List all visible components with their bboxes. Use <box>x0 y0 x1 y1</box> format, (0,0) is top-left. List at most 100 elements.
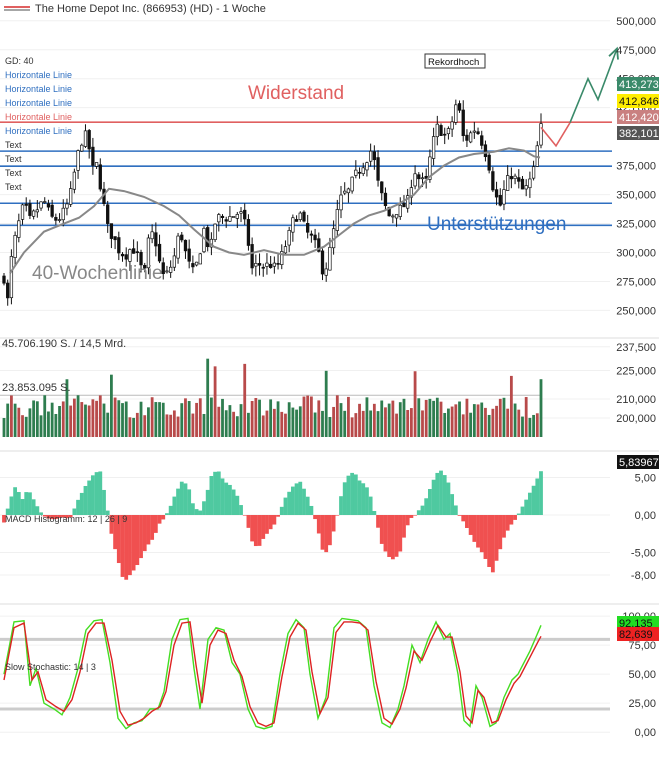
volume-bar <box>265 410 269 437</box>
candle-body <box>443 133 447 136</box>
macd-bar <box>298 481 303 515</box>
candle-body <box>383 192 388 207</box>
macd-tick-label: -8,00 <box>631 570 656 582</box>
macd-bar <box>124 515 129 580</box>
volume-bar <box>413 371 417 437</box>
macd-bar <box>220 478 225 515</box>
price-tick-label: 375,000 <box>616 161 656 173</box>
candle-body <box>87 130 91 150</box>
price-tick-label: 275,000 <box>616 276 656 288</box>
volume-bar <box>198 398 202 437</box>
candle-body <box>50 204 54 217</box>
forecast-segment <box>540 122 571 148</box>
candle-body <box>239 211 243 214</box>
volume-bar <box>50 402 54 437</box>
price-badge-bg <box>617 77 659 91</box>
volume-bar <box>187 401 191 437</box>
candle-body <box>243 209 247 220</box>
volume-bar <box>69 405 73 437</box>
macd-bar <box>420 505 425 515</box>
volume-bar <box>169 414 173 437</box>
volume-bar <box>35 401 39 437</box>
candle-body <box>354 169 358 176</box>
volume-bar <box>6 403 10 437</box>
macd-bar <box>265 515 269 534</box>
macd-bar <box>142 515 147 552</box>
candle-body <box>261 266 265 269</box>
macd-bar <box>176 488 180 515</box>
macd-bar <box>135 515 140 566</box>
volume-bar <box>435 397 439 437</box>
volume-bar <box>424 399 428 437</box>
macd-bar <box>209 476 214 515</box>
macd-bar <box>205 489 210 515</box>
candle-body <box>6 282 10 299</box>
macd-bar <box>494 515 499 561</box>
candle-body <box>106 204 110 224</box>
candle-body <box>406 195 410 209</box>
volume-bar <box>324 370 328 437</box>
macd-bar <box>28 492 32 515</box>
macd-bar <box>183 483 188 515</box>
macd-bar <box>68 515 73 518</box>
candle-body <box>43 201 47 203</box>
value-badges: 413,273412,846412,420382,1015,8396792,13… <box>617 77 659 641</box>
volume-bar <box>406 410 410 437</box>
volume-bar <box>465 398 469 437</box>
volume-bar <box>135 412 139 437</box>
volume-bar <box>213 366 217 437</box>
candle-body <box>487 154 491 171</box>
candle-body <box>72 171 77 190</box>
candle-body <box>250 244 254 269</box>
macd-bar <box>228 484 232 515</box>
candle-body <box>457 103 462 111</box>
macd-bar <box>468 515 473 535</box>
volume-bar <box>313 412 317 437</box>
candle-body <box>128 249 132 262</box>
candle-body <box>520 178 525 190</box>
volume-bar <box>84 404 87 437</box>
volume-bar <box>58 405 61 437</box>
macd-bar <box>302 488 306 515</box>
volume-bar <box>91 399 95 437</box>
volume-bar <box>76 395 80 437</box>
candle-body <box>246 219 251 246</box>
candle-body <box>420 177 425 180</box>
volume-label-avg: 23.853.095 S. <box>2 382 71 394</box>
volume-bar <box>39 415 43 437</box>
candle-body <box>339 194 343 211</box>
macd-bar <box>283 497 288 515</box>
macd-bar <box>79 492 84 515</box>
candle-body <box>191 263 195 268</box>
macd-tick-label: 0,00 <box>635 510 656 522</box>
volume-bar <box>480 402 484 437</box>
macd-bar <box>231 489 236 515</box>
volume-bar <box>106 412 110 437</box>
candle-body <box>150 231 154 240</box>
volume-bar <box>402 398 406 437</box>
candle-body <box>276 263 280 265</box>
volume-bar <box>72 398 76 437</box>
volume-bar <box>10 395 13 437</box>
volume-bar <box>258 399 261 437</box>
volume-bar <box>528 417 532 437</box>
volume-bar <box>261 415 265 437</box>
macd-bar <box>5 508 10 515</box>
volume-bar <box>347 396 350 437</box>
y-axis-labels: 500,000475,000450,000425,000375,000350,0… <box>616 16 656 739</box>
candle-body <box>439 125 443 136</box>
candle-body <box>69 188 73 205</box>
volume-bar <box>335 395 339 437</box>
candle-body <box>94 162 99 167</box>
macd-bar <box>387 515 392 557</box>
macd-tick-label: -5,00 <box>631 548 656 560</box>
macd-bar <box>139 515 143 559</box>
forecast-arrow <box>540 46 619 148</box>
candle-body <box>365 162 369 171</box>
macd-bar <box>390 515 395 560</box>
volume-bar <box>158 402 161 437</box>
volume-tick-label: 225,000 <box>616 366 656 378</box>
volume-bar <box>250 400 254 437</box>
macd-bar <box>239 505 243 515</box>
volume-bar <box>124 401 128 437</box>
